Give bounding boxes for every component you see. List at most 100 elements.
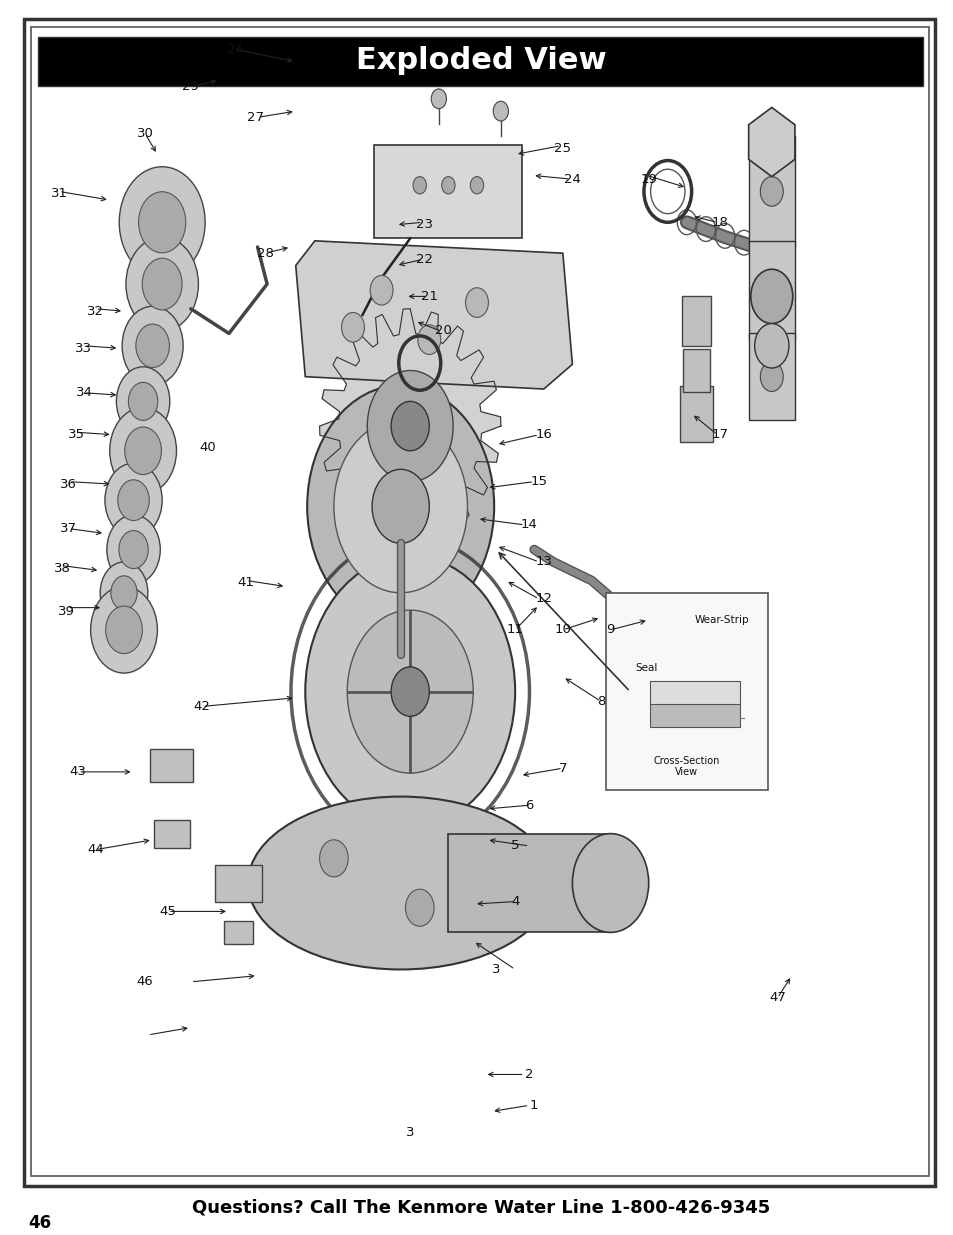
Circle shape [119, 167, 205, 278]
Circle shape [138, 191, 186, 253]
Text: 10: 10 [554, 624, 571, 636]
Text: 32: 32 [87, 305, 104, 317]
Circle shape [391, 401, 429, 451]
Bar [38, 37, 922, 86]
Text: Cross-Section
View: Cross-Section View [653, 756, 720, 778]
Text: 35: 35 [68, 429, 85, 441]
Circle shape [391, 667, 429, 716]
Text: 41: 41 [237, 577, 254, 589]
Circle shape [367, 370, 453, 482]
Circle shape [116, 367, 170, 436]
Text: 45: 45 [159, 905, 176, 918]
Text: 26: 26 [227, 43, 244, 56]
FancyBboxPatch shape [682, 348, 709, 393]
Text: 43: 43 [70, 766, 87, 778]
Text: 21: 21 [420, 290, 437, 303]
Circle shape [110, 408, 176, 494]
Circle shape [118, 480, 149, 521]
Circle shape [307, 385, 494, 627]
Circle shape [119, 531, 148, 568]
Text: 42: 42 [193, 700, 211, 713]
Circle shape [431, 89, 446, 109]
Circle shape [126, 237, 198, 331]
Polygon shape [748, 107, 794, 177]
Text: 16: 16 [535, 429, 552, 441]
Text: 3: 3 [406, 1126, 414, 1139]
Text: 29: 29 [182, 80, 199, 93]
Circle shape [122, 306, 183, 385]
Text: 8: 8 [597, 695, 604, 708]
Text: 9: 9 [606, 624, 614, 636]
Circle shape [754, 324, 788, 368]
Text: 31: 31 [51, 188, 68, 200]
Circle shape [441, 177, 455, 194]
Text: 23: 23 [416, 219, 433, 231]
Polygon shape [319, 309, 500, 543]
Polygon shape [295, 241, 572, 389]
Text: 15: 15 [530, 475, 547, 488]
Text: 34: 34 [75, 387, 92, 399]
Circle shape [100, 562, 148, 624]
Text: 18: 18 [711, 216, 728, 228]
Circle shape [493, 101, 508, 121]
Text: Seal: Seal [635, 663, 657, 673]
Text: 25: 25 [554, 142, 571, 154]
FancyBboxPatch shape [224, 921, 253, 944]
Text: 47: 47 [768, 992, 785, 1004]
Text: 13: 13 [535, 556, 552, 568]
Circle shape [142, 258, 182, 310]
Text: 46: 46 [29, 1214, 51, 1231]
Circle shape [372, 469, 429, 543]
Ellipse shape [248, 797, 553, 969]
Bar [748, 333, 794, 420]
Bar [650, 682, 739, 705]
Polygon shape [448, 834, 610, 932]
Bar [748, 241, 794, 340]
Circle shape [111, 576, 137, 610]
Circle shape [305, 556, 515, 827]
Circle shape [572, 834, 648, 932]
Circle shape [125, 427, 161, 474]
Circle shape [341, 312, 364, 342]
Circle shape [370, 275, 393, 305]
Text: 4: 4 [511, 895, 518, 908]
Text: 22: 22 [416, 253, 433, 266]
Circle shape [750, 269, 792, 324]
Circle shape [417, 325, 440, 354]
Text: 19: 19 [639, 173, 657, 185]
Text: 36: 36 [60, 478, 77, 490]
Text: 27: 27 [247, 111, 264, 124]
Text: 46: 46 [136, 976, 153, 988]
Text: 33: 33 [75, 342, 92, 354]
FancyBboxPatch shape [24, 19, 934, 1186]
Circle shape [334, 420, 467, 593]
Circle shape [105, 463, 162, 537]
Text: 11: 11 [506, 624, 523, 636]
Text: 20: 20 [435, 325, 452, 337]
Circle shape [413, 177, 426, 194]
FancyBboxPatch shape [153, 820, 190, 847]
Circle shape [129, 383, 157, 420]
Text: Questions? Call The Kenmore Water Line 1-800-426-9345: Questions? Call The Kenmore Water Line 1… [192, 1199, 769, 1216]
Text: 40: 40 [199, 441, 216, 453]
Text: Wear-Strip: Wear-Strip [694, 615, 749, 625]
Text: 6: 6 [525, 799, 533, 811]
Text: 37: 37 [60, 522, 77, 535]
Bar [650, 704, 739, 726]
Bar [748, 136, 794, 247]
FancyBboxPatch shape [214, 864, 262, 902]
Text: 3: 3 [492, 963, 499, 976]
Circle shape [135, 324, 170, 368]
Text: 28: 28 [256, 247, 274, 259]
FancyBboxPatch shape [151, 748, 193, 783]
Text: 5: 5 [511, 840, 518, 852]
Circle shape [760, 275, 782, 305]
FancyBboxPatch shape [679, 385, 713, 441]
FancyBboxPatch shape [681, 296, 710, 346]
Circle shape [760, 362, 782, 391]
Circle shape [347, 610, 473, 773]
Text: 39: 39 [58, 605, 75, 618]
Circle shape [465, 288, 488, 317]
Text: 17: 17 [711, 429, 728, 441]
Circle shape [405, 889, 434, 926]
